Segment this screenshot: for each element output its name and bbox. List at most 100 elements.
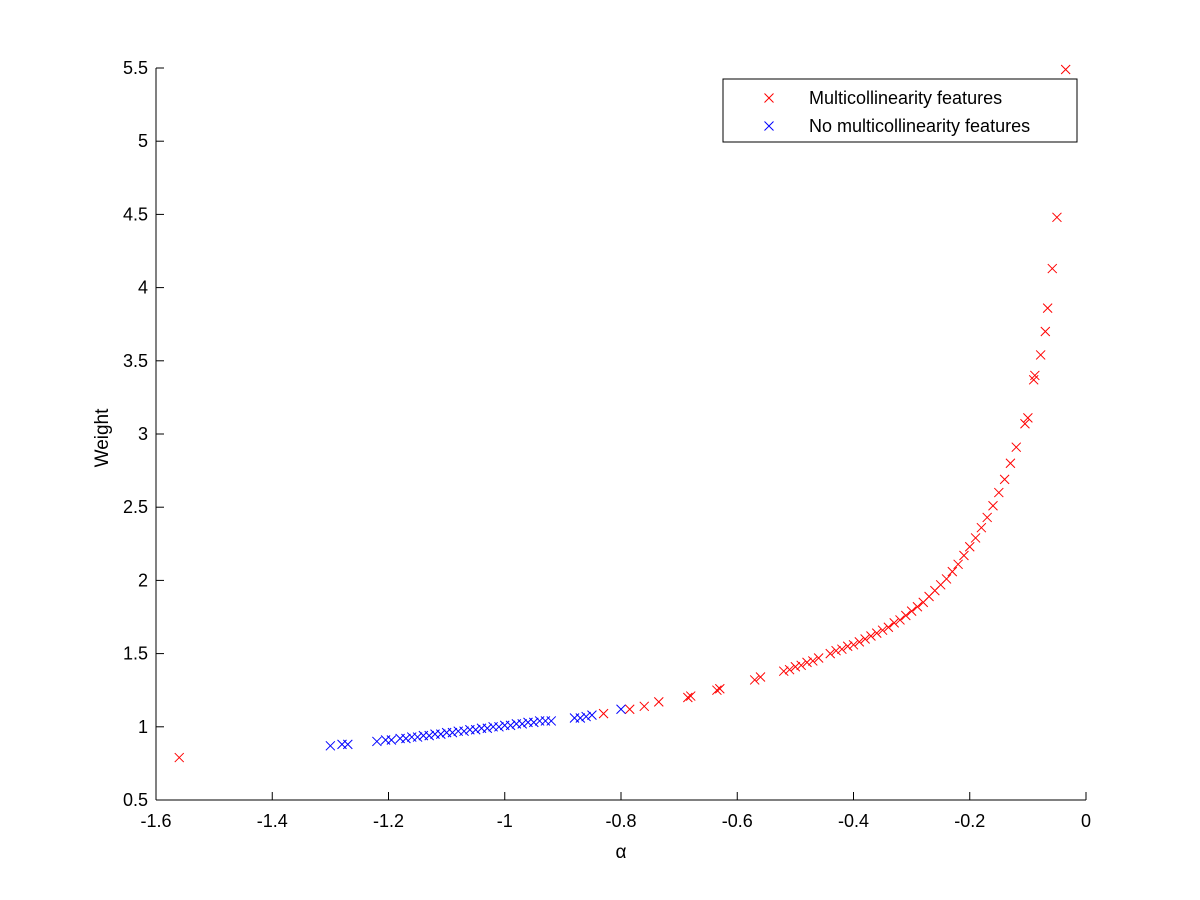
data-point: [447, 727, 458, 738]
data-point: [755, 672, 766, 682]
legend-box: [722, 78, 1078, 143]
data-point: [871, 628, 882, 638]
data-point: [325, 740, 336, 751]
data-point: [653, 697, 664, 707]
x-tick-label: -0.8: [605, 811, 636, 831]
data-point: [616, 704, 626, 715]
data-point: [778, 666, 789, 677]
data-point: [624, 704, 635, 715]
data-point: [889, 618, 900, 628]
x-tick-label: -1.6: [140, 811, 171, 831]
y-tick-label: 5: [138, 131, 148, 151]
data-point: [685, 691, 696, 701]
data-point: [976, 522, 987, 533]
data-point: [906, 606, 917, 616]
series-1: [174, 64, 1071, 763]
data-markers: [174, 64, 1071, 763]
data-point: [1060, 64, 1071, 75]
data-point: [842, 641, 853, 652]
data-point: [517, 719, 528, 729]
data-point: [459, 726, 469, 737]
legend-marker: [764, 93, 774, 103]
data-point: [866, 631, 876, 641]
data-point: [912, 601, 923, 612]
data-point: [825, 648, 836, 659]
y-tick-label: 5.5: [123, 58, 148, 78]
data-point: [848, 639, 859, 650]
plot-background: [156, 68, 1086, 800]
data-point: [639, 701, 650, 712]
x-tick-label: -0.6: [722, 811, 753, 831]
data-point: [581, 711, 591, 722]
data-point: [587, 710, 597, 720]
y-tick-label: 4: [138, 278, 148, 298]
data-point: [1020, 418, 1030, 429]
data-point: [1047, 263, 1058, 274]
data-point: [372, 736, 382, 747]
data-point: [528, 717, 539, 728]
y-tick-label: 3: [138, 424, 148, 444]
axes: -1.6 -1.4 -1.2 -1 -0.8 -0.6 -0.4 -0.2 0 0.5 1 1.5 2 2…: [123, 58, 1091, 831]
data-point: [1052, 212, 1062, 223]
legend-marker: [764, 121, 774, 131]
data-point: [494, 721, 504, 732]
y-tick-label: 4.5: [123, 204, 148, 224]
data-point: [546, 716, 557, 726]
y-tick-label: 1.5: [123, 644, 148, 664]
data-point: [386, 735, 397, 745]
y-tick-label: 2.5: [123, 497, 148, 517]
data-point: [883, 622, 894, 633]
x-tick-label: -0.4: [838, 811, 869, 831]
y-tick-label: 2: [138, 570, 148, 590]
data-point: [482, 723, 493, 734]
data-point: [807, 656, 818, 666]
data-point: [749, 675, 760, 685]
data-point: [860, 634, 870, 644]
x-tick-label: -0.2: [954, 811, 985, 831]
data-point: [877, 625, 888, 636]
x-tick-label: -1.2: [373, 811, 404, 831]
data-point: [796, 660, 807, 671]
data-point: [947, 566, 958, 577]
x-tick-label: -1: [497, 811, 513, 831]
data-point: [1029, 370, 1040, 381]
data-point: [174, 752, 185, 763]
data-point: [1040, 326, 1051, 337]
data-point: [1005, 458, 1016, 469]
data-point: [470, 724, 481, 735]
data-point: [1035, 350, 1046, 360]
data-point: [424, 730, 435, 741]
data-point: [988, 500, 998, 511]
data-point: [435, 729, 446, 739]
data-point: [831, 645, 841, 656]
y-tick-label: 3.5: [123, 351, 148, 371]
data-point: [837, 644, 847, 655]
data-point: [598, 708, 609, 719]
data-point: [813, 653, 824, 663]
legend-label: Multicollinearity features: [809, 88, 1002, 108]
data-point: [999, 474, 1010, 485]
data-point: [790, 661, 801, 672]
data-point: [401, 733, 411, 744]
data-point: [900, 610, 911, 621]
data-point: [682, 692, 693, 703]
data-point: [1011, 442, 1022, 453]
data-point: [412, 732, 423, 742]
series-2: [325, 704, 626, 751]
data-point: [1042, 303, 1053, 313]
y-tick-label: 0.5: [123, 790, 148, 810]
x-axis-label: α: [616, 842, 627, 863]
x-tick-label: 0: [1081, 811, 1091, 831]
data-point: [993, 487, 1004, 498]
data-point: [784, 664, 795, 675]
y-tick-label: 1: [138, 717, 148, 737]
data-point: [575, 713, 586, 723]
data-point: [712, 685, 722, 696]
y-axis-label: Weight: [92, 408, 113, 468]
data-point: [1023, 413, 1033, 423]
legend: Multicollinearity features No multicollin…: [722, 78, 1078, 143]
data-point: [964, 541, 975, 552]
legend-entry: Multicollinearity features: [764, 88, 1002, 108]
legend-label: No multicollinearity features: [809, 116, 1030, 136]
data-point: [854, 637, 865, 647]
